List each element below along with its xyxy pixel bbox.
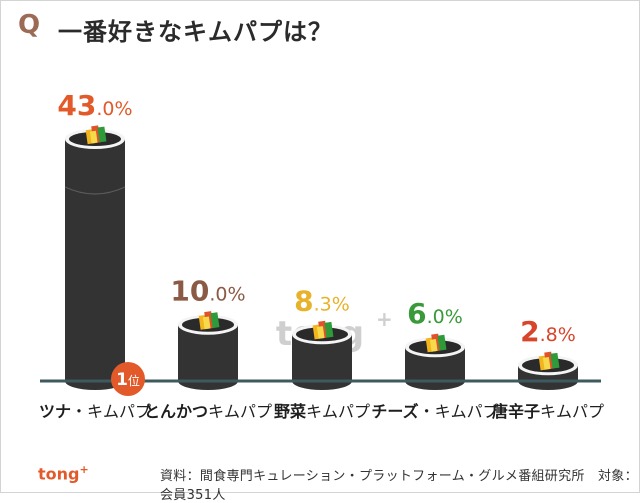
category-label: 野菜キムパプ: [274, 402, 370, 421]
value-label: 43.0%: [57, 89, 132, 122]
category-label-part: 野菜: [274, 402, 306, 421]
value-label-int: 2: [520, 315, 539, 348]
rank-badge-suffix: 位: [128, 373, 140, 388]
category-label: とんかつキムパプ: [144, 402, 272, 421]
source-note: 資料：間食専門キュレーション・プラットフォーム・グルメ番組研究所 対象：会員35…: [160, 469, 638, 503]
value-label-decimal: .0%: [427, 306, 463, 328]
category-label-part: ・キムパプ: [419, 402, 499, 421]
category-label-part: ツナ: [39, 402, 71, 421]
category-label: ツナ・キムパプ: [39, 402, 151, 421]
value-label: 6.0%: [407, 297, 463, 330]
question-mark: Q: [18, 10, 41, 40]
category-label-part: ・キムパプ: [71, 402, 151, 421]
filling-piece: [550, 352, 560, 369]
chart-title: 一番好きなキムパプは？: [58, 18, 333, 46]
tong-logo-text: tong: [38, 464, 80, 484]
value-label-int: 43: [57, 89, 96, 122]
value-label-decimal: .0%: [209, 284, 245, 306]
bar-group: 6.0% チーズ・キムパプ: [371, 297, 498, 421]
bar-group: 2.8% 唐辛子キムパプ: [492, 315, 604, 421]
filling-piece: [324, 321, 334, 338]
value-label: 8.3%: [294, 284, 350, 317]
value-label-decimal: .8%: [540, 324, 576, 346]
filling-piece: [97, 126, 107, 143]
category-label: 唐辛子キムパプ: [492, 402, 604, 421]
value-label-int: 6: [407, 297, 426, 330]
filling-piece: [437, 334, 447, 351]
category-label-part: チーズ: [371, 402, 418, 421]
value-label: 10.0%: [170, 275, 245, 308]
value-label-int: 8: [294, 284, 313, 317]
rank-badge-text: 1位: [116, 370, 140, 390]
value-label-decimal: .0%: [96, 98, 132, 120]
filling-piece: [316, 326, 325, 339]
filling-piece: [202, 316, 211, 330]
category-label: チーズ・キムパプ: [371, 402, 498, 421]
bar-group: 10.0% とんかつキムパプ: [144, 275, 272, 421]
filling-piece: [542, 357, 551, 370]
category-label-part: 唐辛子: [492, 402, 540, 421]
value-label-int: 10: [170, 275, 209, 308]
filling-piece: [210, 312, 220, 329]
bar-highlight: [64, 186, 126, 195]
category-label-part: キムパプ: [208, 402, 272, 421]
value-label-decimal: .3%: [314, 293, 350, 315]
tong-logo: tong+: [38, 463, 89, 483]
bar: [65, 139, 125, 381]
bar-group: 43.0% ツナ・キムパプ: [39, 89, 151, 421]
tong-logo-plus: +: [79, 463, 89, 476]
category-label-part: とんかつ: [144, 402, 208, 421]
filling-piece: [429, 339, 438, 352]
filling-piece: [89, 130, 98, 144]
value-label: 2.8%: [520, 315, 576, 348]
category-label-part: キムパプ: [306, 402, 370, 421]
rank-badge-number: 1: [116, 370, 128, 390]
rank-badge: [111, 362, 145, 396]
category-label-part: キムパプ: [540, 402, 604, 421]
watermark-plus: +: [376, 307, 393, 331]
